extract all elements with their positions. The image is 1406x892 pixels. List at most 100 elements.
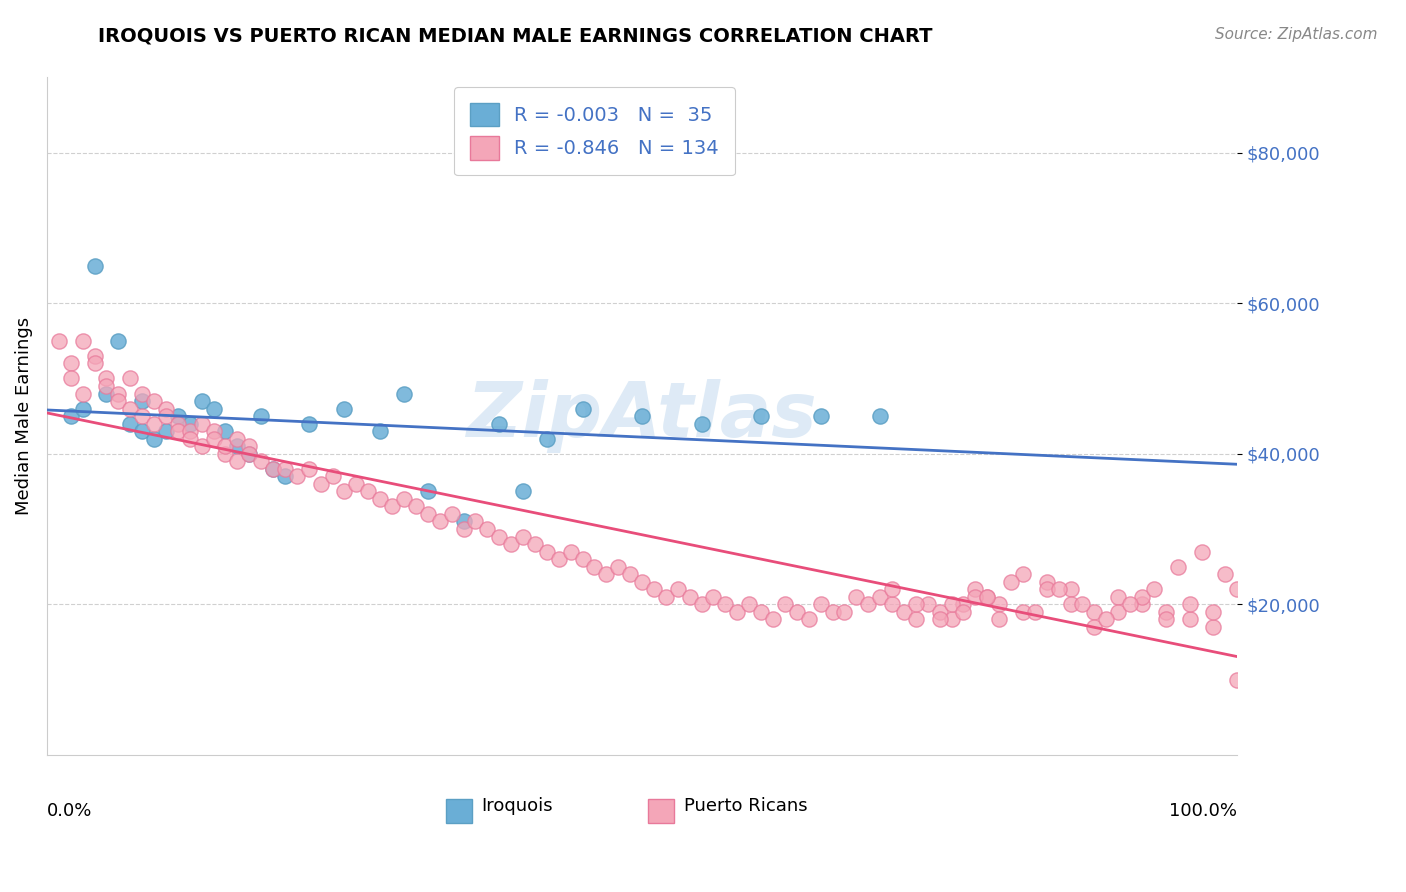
- Point: [238, 447, 260, 461]
- Point: [143, 394, 166, 409]
- Point: [690, 417, 713, 431]
- Point: [773, 597, 796, 611]
- Point: [631, 409, 654, 424]
- Point: [762, 612, 785, 626]
- Point: [166, 417, 188, 431]
- Point: [416, 484, 439, 499]
- Point: [845, 590, 868, 604]
- Point: [1202, 605, 1225, 619]
- Point: [941, 612, 963, 626]
- Point: [917, 597, 939, 611]
- Point: [1083, 620, 1105, 634]
- Point: [679, 590, 702, 604]
- Point: [749, 605, 772, 619]
- Point: [107, 334, 129, 348]
- Point: [333, 401, 356, 416]
- Point: [120, 401, 142, 416]
- Point: [1154, 612, 1177, 626]
- Point: [179, 417, 201, 431]
- Point: [405, 500, 427, 514]
- Point: [1202, 620, 1225, 634]
- Point: [333, 484, 356, 499]
- Point: [976, 590, 998, 604]
- Point: [1095, 612, 1118, 626]
- Point: [131, 386, 153, 401]
- Point: [392, 491, 415, 506]
- Point: [250, 454, 273, 468]
- Point: [1143, 582, 1166, 597]
- Point: [274, 469, 297, 483]
- Point: [202, 401, 225, 416]
- Point: [440, 507, 463, 521]
- Point: [120, 417, 142, 431]
- Point: [368, 424, 391, 438]
- Point: [131, 424, 153, 438]
- Point: [1191, 544, 1213, 558]
- Text: Source: ZipAtlas.com: Source: ZipAtlas.com: [1215, 27, 1378, 42]
- Point: [464, 515, 486, 529]
- Point: [1059, 582, 1081, 597]
- Point: [155, 409, 177, 424]
- Point: [941, 597, 963, 611]
- Point: [96, 379, 118, 393]
- Point: [453, 515, 475, 529]
- Point: [1024, 605, 1046, 619]
- Point: [928, 612, 950, 626]
- Text: ZipAtlas: ZipAtlas: [467, 379, 817, 453]
- Text: 100.0%: 100.0%: [1170, 802, 1237, 821]
- Point: [274, 462, 297, 476]
- Point: [655, 590, 678, 604]
- Point: [786, 605, 808, 619]
- Point: [107, 394, 129, 409]
- Point: [416, 507, 439, 521]
- Point: [226, 439, 249, 453]
- Legend: R = -0.003   N =  35, R = -0.846   N = 134: R = -0.003 N = 35, R = -0.846 N = 134: [454, 87, 735, 176]
- Point: [309, 476, 332, 491]
- Point: [250, 409, 273, 424]
- Point: [880, 597, 903, 611]
- Point: [226, 454, 249, 468]
- Point: [512, 484, 534, 499]
- Point: [1130, 597, 1153, 611]
- Point: [869, 590, 891, 604]
- Point: [214, 447, 236, 461]
- Bar: [446, 799, 472, 822]
- Point: [214, 424, 236, 438]
- Point: [48, 334, 70, 348]
- Point: [1000, 574, 1022, 589]
- Point: [477, 522, 499, 536]
- Point: [96, 386, 118, 401]
- Point: [83, 356, 105, 370]
- Point: [928, 605, 950, 619]
- Point: [571, 552, 593, 566]
- Point: [880, 582, 903, 597]
- Point: [238, 439, 260, 453]
- Point: [501, 537, 523, 551]
- Point: [344, 476, 367, 491]
- Point: [607, 559, 630, 574]
- Point: [619, 567, 641, 582]
- Point: [155, 401, 177, 416]
- Text: IROQUOIS VS PUERTO RICAN MEDIAN MALE EARNINGS CORRELATION CHART: IROQUOIS VS PUERTO RICAN MEDIAN MALE EAR…: [98, 27, 934, 45]
- Point: [190, 394, 212, 409]
- Point: [1012, 567, 1035, 582]
- Point: [749, 409, 772, 424]
- Point: [1167, 559, 1189, 574]
- Point: [357, 484, 380, 499]
- Point: [810, 597, 832, 611]
- Point: [120, 371, 142, 385]
- Text: 0.0%: 0.0%: [46, 802, 93, 821]
- Text: Puerto Ricans: Puerto Ricans: [683, 797, 807, 814]
- Point: [1226, 673, 1249, 687]
- Point: [214, 439, 236, 453]
- Point: [155, 424, 177, 438]
- Point: [1107, 590, 1129, 604]
- Point: [560, 544, 582, 558]
- Point: [1047, 582, 1070, 597]
- Point: [643, 582, 665, 597]
- Point: [821, 605, 844, 619]
- Point: [143, 432, 166, 446]
- Point: [298, 417, 321, 431]
- Point: [72, 401, 94, 416]
- Point: [965, 582, 987, 597]
